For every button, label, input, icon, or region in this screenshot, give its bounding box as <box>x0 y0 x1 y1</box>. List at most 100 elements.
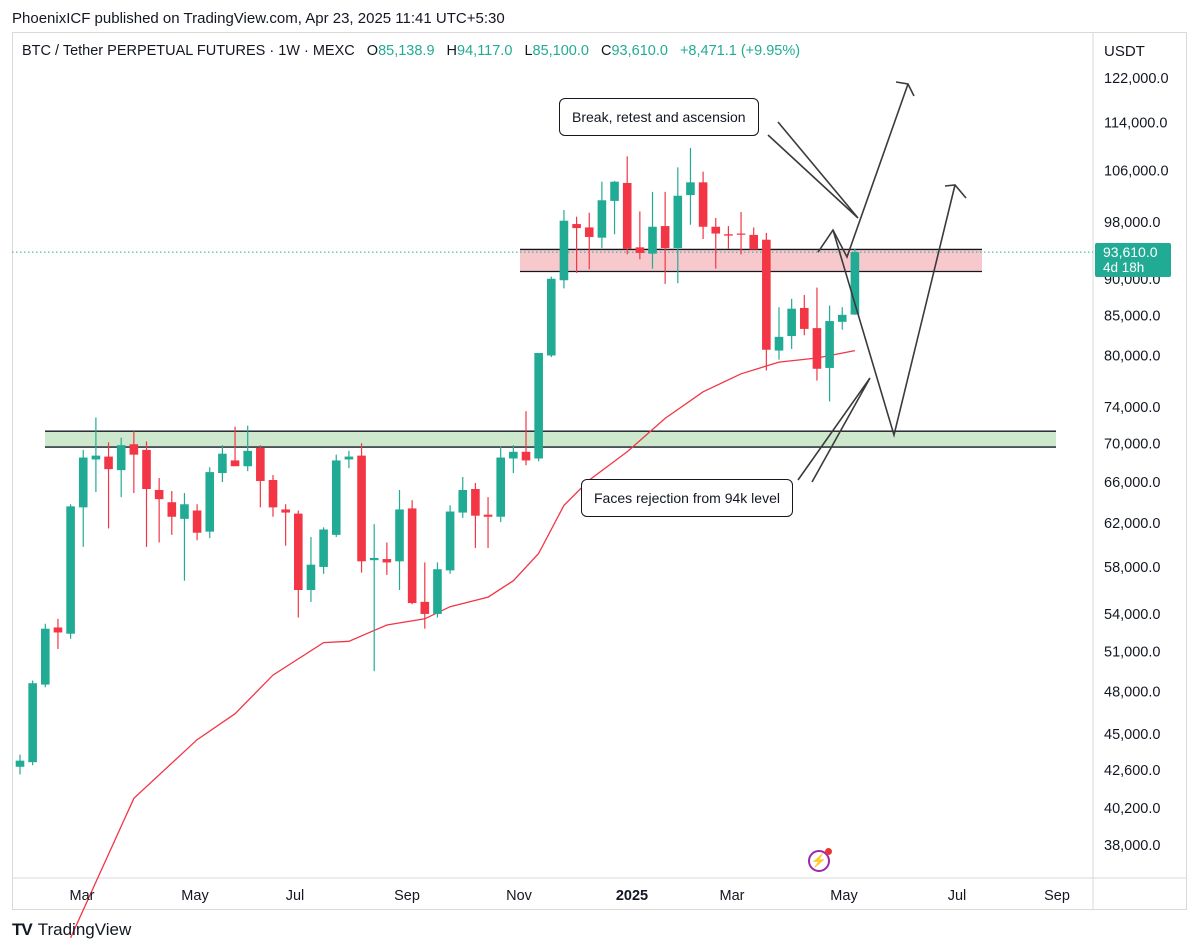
price-axis-label: 70,000.0 <box>1104 436 1160 452</box>
footer-brand: TV TradingView <box>12 920 131 940</box>
candle-body <box>445 511 455 571</box>
candles-group <box>15 147 860 775</box>
candle-body <box>243 450 252 467</box>
candle-body <box>41 628 50 685</box>
high-value: 94,117.0 <box>457 43 513 59</box>
candle-body <box>331 460 341 535</box>
candle-body <box>673 195 683 249</box>
candle-body <box>622 182 632 249</box>
time-axis-label: Mar <box>70 888 95 904</box>
candle-body <box>471 488 480 516</box>
lightning-icon[interactable]: ⚡ <box>808 848 832 872</box>
bull-arrowhead <box>895 81 915 97</box>
candle-body <box>787 308 796 337</box>
candle-body <box>268 479 278 508</box>
low-label: L <box>524 43 533 59</box>
candle-body <box>395 509 404 562</box>
candle-body <box>610 181 619 201</box>
time-axis-label: Sep <box>1044 888 1070 904</box>
candle-body <box>180 504 189 519</box>
close-value: 93,610.0 <box>611 43 668 59</box>
candle-body <box>521 451 531 461</box>
time-axis-label: Nov <box>506 888 533 904</box>
price-axis-label: 66,000.0 <box>1104 475 1160 491</box>
candle-body <box>420 601 430 614</box>
price-axis-label: 54,000.0 <box>1104 607 1160 623</box>
time-axis-label: May <box>181 888 209 904</box>
alt-path <box>832 184 956 439</box>
price-axis-label: 85,000.0 <box>1104 309 1160 325</box>
price-axis-label: 74,000.0 <box>1104 400 1160 416</box>
time-axis-label: 2025 <box>616 888 648 904</box>
candle-body <box>433 569 442 614</box>
candle-body <box>369 557 379 561</box>
candle-body <box>28 683 37 763</box>
candle-body <box>344 456 354 460</box>
time-axis-label: May <box>830 888 858 904</box>
bottom-callout-pointer <box>797 377 871 483</box>
candle-body <box>837 314 847 322</box>
price-axis-label: 122,000.0 <box>1104 71 1169 87</box>
candle-body <box>496 457 505 517</box>
candle-body <box>319 529 328 567</box>
candle-body <box>78 457 88 508</box>
symbol-ohlc-row: BTC / Tether PERPETUAL FUTURES · 1W · ME… <box>22 43 800 59</box>
high-label: H <box>446 43 458 59</box>
symbol-title[interactable]: BTC / Tether PERPETUAL FUTURES · 1W · ME… <box>22 43 355 59</box>
price-axis-label: 114,000.0 <box>1104 116 1167 132</box>
candle-body <box>698 182 708 227</box>
bull-path <box>817 83 909 260</box>
last-price-value: 93,610.0 <box>1103 244 1158 260</box>
resistance-zone <box>520 249 982 272</box>
notification-dot <box>825 848 832 855</box>
candle-body <box>812 328 822 369</box>
candle-body <box>724 234 733 236</box>
time-axis-label: Mar <box>720 888 745 904</box>
callout-rejection[interactable]: Faces rejection from 94k level <box>581 479 793 517</box>
price-axis-label: 40,200.0 <box>1104 801 1160 817</box>
candle-body <box>256 448 265 481</box>
low-value: 85,100.0 <box>532 43 589 59</box>
time-axis-label: Jul <box>948 888 967 904</box>
top-callout-pointer <box>767 121 859 219</box>
moving-average-line <box>70 349 856 939</box>
candle-body <box>218 453 227 474</box>
price-axis-label: 80,000.0 <box>1104 348 1160 364</box>
price-axis-label: 62,000.0 <box>1104 516 1160 532</box>
candle-body <box>142 449 151 489</box>
candle-body <box>91 455 101 460</box>
callout-break-retest[interactable]: Break, retest and ascension <box>559 98 759 136</box>
price-axis-label: 98,000.0 <box>1104 215 1160 231</box>
candle-body <box>230 460 240 467</box>
candle-body <box>509 451 518 459</box>
candle-body <box>357 455 366 562</box>
candle-body <box>559 220 569 281</box>
close-label: C <box>601 43 612 59</box>
candle-body <box>648 226 657 254</box>
candle-body <box>762 239 771 350</box>
alt-arrowhead <box>944 184 967 199</box>
time-axis-label: Jul <box>286 888 305 904</box>
candle-body <box>736 233 746 235</box>
candle-body <box>15 760 25 767</box>
price-axis-label: 48,000.0 <box>1104 684 1160 700</box>
open-label: O <box>366 43 379 59</box>
price-axis-label: 51,000.0 <box>1104 645 1160 661</box>
candle-body <box>825 321 834 368</box>
candle-body <box>660 226 670 249</box>
candle-body <box>192 510 202 533</box>
chart-frame <box>12 32 1187 910</box>
candle-body <box>597 200 607 238</box>
candle-body <box>306 564 316 591</box>
candle-body <box>53 627 63 633</box>
price-axis-label: 58,000.0 <box>1104 560 1160 576</box>
candle-body <box>205 472 215 532</box>
candle-body <box>774 336 784 351</box>
price-axis-label: 38,000.0 <box>1104 838 1160 854</box>
candle-body <box>686 182 695 196</box>
candle-body <box>382 559 392 563</box>
currency-label[interactable]: USDT <box>1104 43 1145 60</box>
publish-header: PhoenixICF published on TradingView.com,… <box>12 10 505 27</box>
candle-body <box>294 513 303 591</box>
